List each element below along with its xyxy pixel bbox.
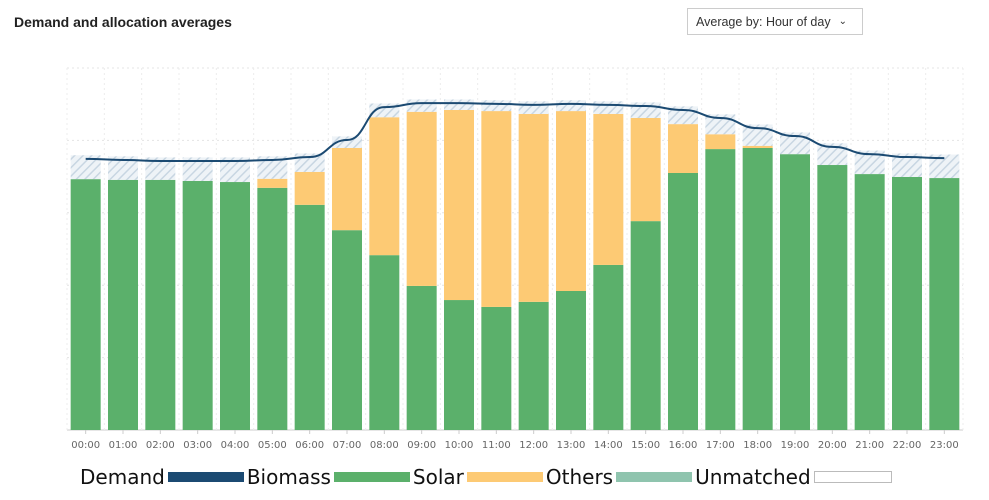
legend-swatch <box>813 471 892 483</box>
bar-unmatched <box>182 157 213 181</box>
bar-solar <box>817 165 848 431</box>
x-tick-label: 13:00 <box>557 440 586 451</box>
bar-others <box>742 145 773 149</box>
x-tick-label: 09:00 <box>407 440 436 451</box>
bar-others <box>406 111 437 286</box>
bar-others <box>369 117 400 256</box>
legend-label: Demand <box>80 465 165 489</box>
chart-title: Demand and allocation averages <box>14 14 232 30</box>
bar-solar <box>145 179 176 430</box>
legend-swatch <box>616 472 693 482</box>
bar-solar <box>369 255 400 430</box>
x-tick-label: 17:00 <box>706 440 735 451</box>
x-tick-label: 20:00 <box>818 440 847 451</box>
bar-others <box>705 134 736 150</box>
x-tick-label: 15:00 <box>631 440 660 451</box>
chart: 00:00 01:00 02:00 03:00 04:00 05:00 06:00 07:00… <box>66 67 964 451</box>
bar-solar <box>332 230 362 430</box>
legend-swatch <box>333 472 410 482</box>
chevron-down-icon: ⌄ <box>838 16 847 27</box>
x-tick-label: 12:00 <box>519 440 548 451</box>
bar-unmatched <box>742 124 773 146</box>
x-tick-label: 22:00 <box>893 440 922 451</box>
x-tick-label: 02:00 <box>146 440 175 451</box>
bar-others <box>481 111 512 307</box>
x-tick-label: 23:00 <box>930 440 959 451</box>
bar-unmatched <box>593 101 624 114</box>
bar-solar <box>70 179 101 430</box>
bar-others <box>257 178 288 188</box>
x-tick-label: 19:00 <box>781 440 810 451</box>
bar-solar <box>705 149 736 430</box>
legend-label: Unmatched <box>695 465 811 489</box>
x-tick-label: 00:00 <box>71 440 100 451</box>
bar-unmatched <box>556 100 586 112</box>
legend-label: Solar <box>412 465 464 489</box>
demand-line <box>85 102 945 163</box>
x-tick-label: 07:00 <box>333 440 362 451</box>
bar-unmatched <box>257 156 288 179</box>
bar-solar <box>630 221 661 430</box>
bar-solar <box>780 154 810 430</box>
x-tick-label: 06:00 <box>295 440 324 451</box>
bar-unmatched <box>817 143 848 166</box>
x-tick-label: 18:00 <box>743 440 772 451</box>
bar-unmatched <box>780 132 810 155</box>
bar-solar <box>556 290 586 430</box>
legend-label: Biomass <box>246 465 331 489</box>
bar-others <box>593 113 624 265</box>
legend-label: Others <box>545 465 614 489</box>
bar-solar <box>182 180 213 430</box>
bar-unmatched <box>929 154 960 179</box>
bar-unmatched <box>892 153 922 177</box>
bar-solar <box>220 182 250 430</box>
bar-solar <box>742 148 773 430</box>
bar-others <box>332 148 362 231</box>
bar-others <box>556 111 586 291</box>
legend-swatch <box>466 472 543 482</box>
bar-solar <box>108 179 138 430</box>
bar-unmatched <box>630 102 661 118</box>
bar-unmatched <box>70 155 101 180</box>
bar-others <box>630 117 661 222</box>
bar-others <box>294 171 325 205</box>
average-by-select[interactable]: Average by: Hour of day ⌄ <box>687 8 863 35</box>
bar-unmatched <box>406 99 437 112</box>
legend-swatch <box>167 472 244 482</box>
bar-solar <box>257 187 288 430</box>
bar-solar <box>481 306 512 430</box>
x-tick-label: 10:00 <box>445 440 474 451</box>
bar-solar <box>854 174 885 430</box>
x-tick-label: 05:00 <box>258 440 287 451</box>
bar-unmatched <box>444 99 474 110</box>
x-tick-label: 04:00 <box>221 440 250 451</box>
x-tick-label: 16:00 <box>669 440 698 451</box>
bar-unmatched <box>481 100 512 112</box>
bar-unmatched <box>518 101 549 114</box>
average-by-label: Average by: Hour of day <box>696 14 831 29</box>
bar-unmatched <box>854 150 885 175</box>
bar-solar <box>929 178 960 430</box>
bar-others <box>444 109 474 301</box>
bar-solar <box>892 176 922 430</box>
x-tick-label: 03:00 <box>183 440 212 451</box>
bar-solar <box>444 300 474 430</box>
bar-others <box>518 113 549 302</box>
bar-solar <box>593 264 624 430</box>
bar-others <box>668 124 698 173</box>
bar-solar <box>406 285 437 430</box>
bar-unmatched <box>332 136 362 149</box>
bar-solar <box>518 301 549 430</box>
bar-unmatched <box>108 156 138 180</box>
x-tick-label: 14:00 <box>594 440 623 451</box>
legend: Demand Biomass Solar Others Unmatched <box>80 465 895 489</box>
x-tick-label: 08:00 <box>370 440 399 451</box>
x-tick-label: 21:00 <box>855 440 884 451</box>
bar-unmatched <box>145 157 176 180</box>
x-tick-label: 11:00 <box>482 440 511 451</box>
x-tick-label: 01:00 <box>109 440 138 451</box>
bar-solar <box>294 204 325 430</box>
bar-solar <box>668 172 698 431</box>
